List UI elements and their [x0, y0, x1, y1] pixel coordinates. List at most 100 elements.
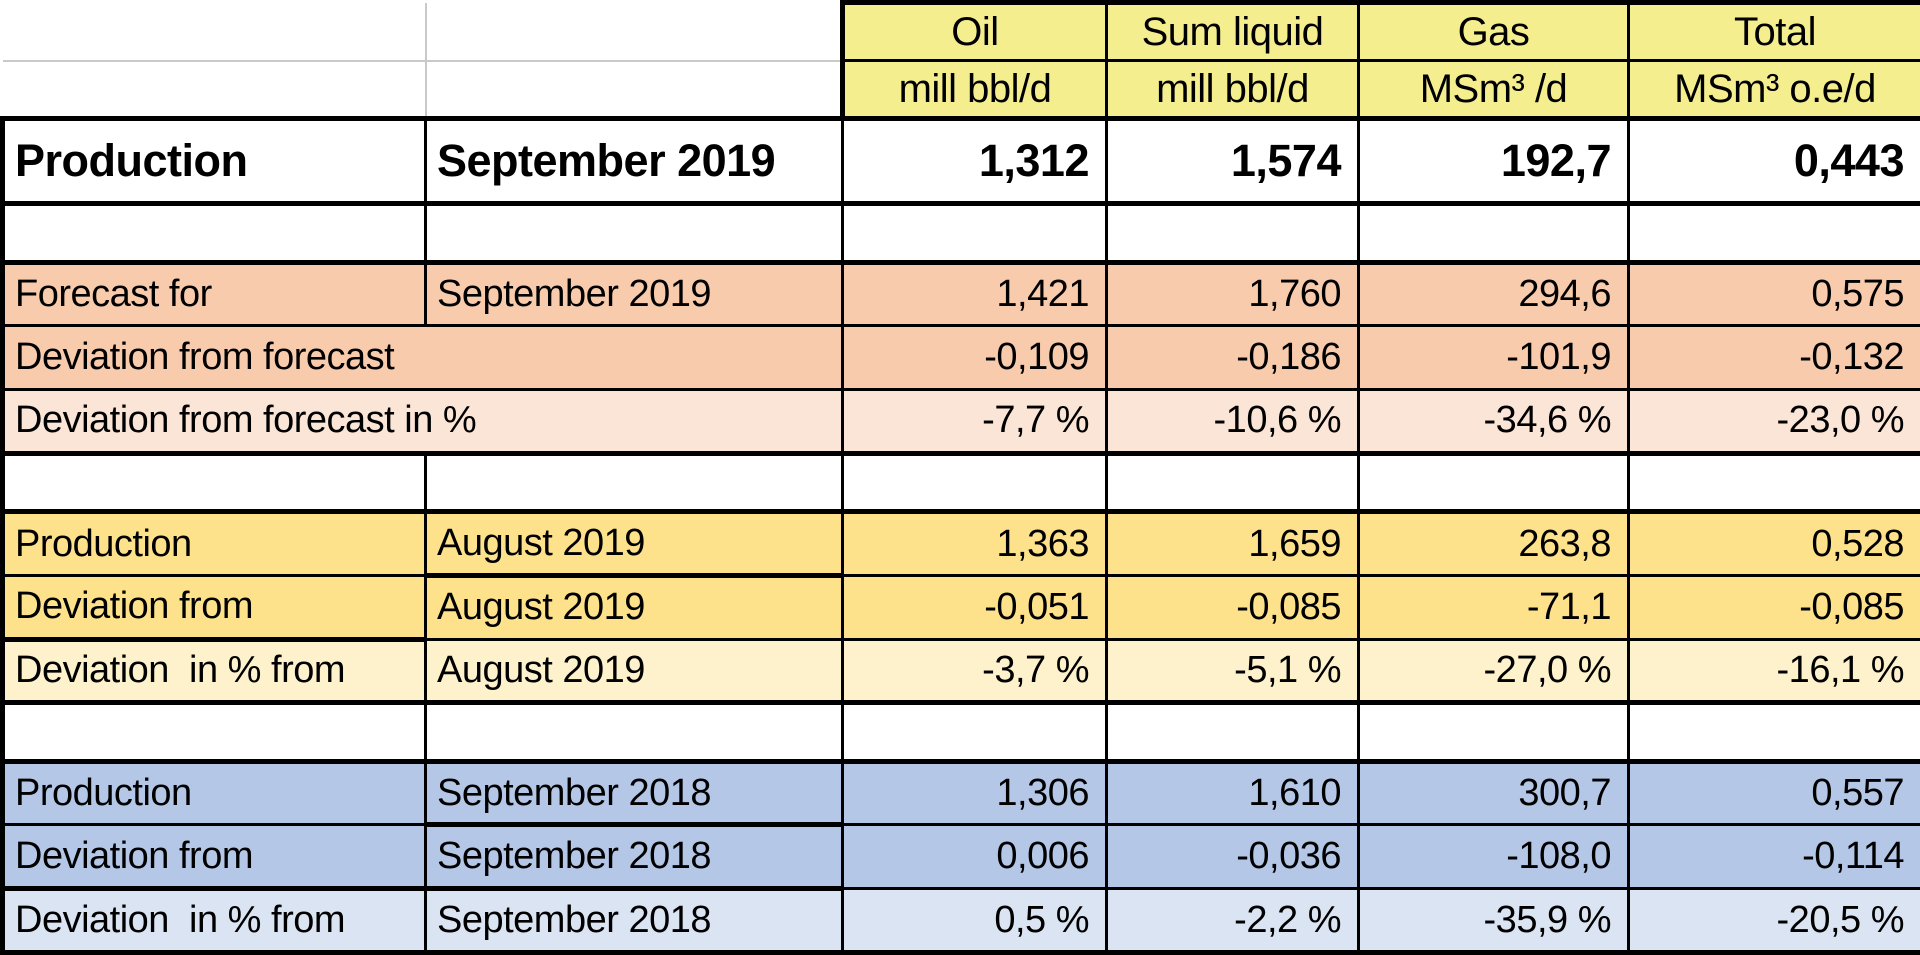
header-cell-sum-liquid: Sum liquid — [1105, 0, 1360, 62]
cell-value: 300,7 — [1357, 758, 1630, 827]
cell-value: 1,659 — [1105, 509, 1360, 577]
spacer-cell — [0, 701, 427, 763]
cell-value: -27,0 % — [1357, 637, 1630, 706]
cell-value: -0,132 — [1627, 324, 1920, 391]
cell-value: 0,443 — [1627, 116, 1920, 206]
cell-row-label: Deviation in % from — [0, 637, 427, 706]
cell-month: August 2019 — [424, 573, 844, 641]
cell-row-label: Production — [0, 509, 427, 577]
cell-value: -0,085 — [1105, 573, 1360, 641]
cell-month: September 2018 — [424, 887, 844, 955]
cell-value: -10,6 % — [1105, 387, 1360, 456]
header-empty-cell — [424, 2, 844, 62]
cell-value: 1,574 — [1105, 116, 1360, 206]
cell-value: 0,006 — [841, 823, 1108, 891]
cell-value: -108,0 — [1357, 823, 1630, 891]
cell-value: -5,1 % — [1105, 637, 1360, 706]
header-cell-gas: Gas — [1357, 0, 1630, 62]
table-row-previous-year: Production September 2018 1,306 1,610 300,7 0… — [0, 758, 1920, 828]
cell-value: -0,186 — [1105, 324, 1360, 391]
cell-value: -2,2 % — [1105, 887, 1360, 955]
cell-row-label: Deviation from — [0, 823, 427, 892]
cell-value: -23,0 % — [1627, 387, 1920, 456]
table-row-spacer — [0, 451, 1920, 514]
table-header-row-titles: Oil Sum liquid Gas Total — [2, 0, 1920, 62]
cell-value: 0,528 — [1627, 509, 1920, 577]
spacer-cell — [424, 201, 844, 264]
spacer-cell — [424, 701, 844, 763]
header-cell-total: Total — [1627, 0, 1920, 62]
spacer-cell — [1627, 201, 1920, 264]
spacer-cell — [1105, 451, 1360, 514]
cell-value: 294,6 — [1357, 259, 1630, 328]
spacer-cell — [841, 451, 1108, 514]
cell-row-label: Production — [0, 758, 427, 827]
cell-value: -0,109 — [841, 324, 1108, 391]
table-row-forecast: Deviation from forecast -0,109 -0,186 -101,… — [0, 324, 1920, 391]
cell-value: -35,9 % — [1357, 887, 1630, 955]
cell-month: August 2019 — [424, 509, 844, 578]
header-cell-oil: Oil — [840, 0, 1108, 62]
cell-month: September 2019 — [424, 259, 844, 328]
cell-value: -7,7 % — [841, 387, 1108, 456]
cell-month: August 2019 — [424, 637, 844, 706]
header-unit-gas: MSm³ /d — [1357, 59, 1630, 121]
cell-value: 0,575 — [1627, 259, 1920, 328]
cell-value: 263,8 — [1357, 509, 1630, 577]
cell-value: -16,1 % — [1627, 637, 1920, 706]
cell-month: September 2019 — [424, 116, 844, 206]
spacer-cell — [0, 201, 427, 264]
cell-value: 1,421 — [841, 259, 1108, 328]
cell-value: -0,051 — [841, 573, 1108, 641]
header-empty-cell — [2, 59, 427, 120]
cell-month: September 2018 — [424, 758, 844, 828]
spacer-cell — [1627, 701, 1920, 763]
table-row-spacer — [0, 701, 1920, 763]
header-unit-total: MSm³ o.e/d — [1627, 59, 1920, 121]
cell-row-label: Deviation in % from — [0, 887, 427, 955]
cell-row-label: Deviation from forecast — [0, 324, 844, 391]
cell-value: -71,1 — [1357, 573, 1630, 641]
spacer-cell — [1105, 201, 1360, 264]
cell-value: -0,114 — [1627, 823, 1920, 891]
table-header-row-units: mill bbl/d mill bbl/d MSm³ /d MSm³ o.e/d — [2, 59, 1920, 121]
table-row-previous-year: Deviation from September 2018 0,006 -0,036-… — [0, 823, 1920, 892]
cell-value: -0,085 — [1627, 573, 1920, 641]
spacer-cell — [1357, 701, 1630, 763]
spacer-cell — [1357, 201, 1630, 264]
cell-value: -34,6 % — [1357, 387, 1630, 456]
spacer-cell — [841, 201, 1108, 264]
cell-value: 1,312 — [841, 116, 1108, 206]
table-row-forecast: Forecast for September 2019 1,421 1,760 294,… — [0, 259, 1920, 328]
cell-value: 0,557 — [1627, 758, 1920, 827]
table-row-august: Deviation from August 2019 -0,051 -0,085 -71… — [0, 573, 1920, 642]
spacer-cell — [1627, 451, 1920, 514]
table-row-august-light: Deviation in % from August 2019 -3,7 % -5,1… — [0, 637, 1920, 706]
spacer-cell — [0, 451, 427, 514]
cell-value: -0,036 — [1105, 823, 1360, 891]
spacer-cell — [841, 701, 1108, 763]
table-row-forecast-light: Deviation from forecast in % -7,7 % -10,6 … — [0, 387, 1920, 456]
cell-row-label: Production — [0, 116, 427, 206]
cell-value: -101,9 — [1357, 324, 1630, 391]
cell-value: -20,5 % — [1627, 887, 1920, 955]
cell-value: 1,363 — [841, 509, 1108, 577]
header-empty-cell — [2, 2, 427, 62]
cell-value: 192,7 — [1357, 116, 1630, 206]
table-row-main: Production September 2019 1,312 1,574 192,7 0… — [0, 116, 1920, 206]
table-row-previous-year-light: Deviation in % from September 2018 0,5 % -2… — [0, 887, 1920, 955]
cell-value: 0,5 % — [841, 887, 1108, 955]
spacer-cell — [1105, 701, 1360, 763]
table-body: Production September 2019 1,312 1,574 192,7 0… — [0, 116, 1920, 955]
cell-row-label: Deviation from forecast in % — [0, 387, 844, 456]
header-unit-oil: mill bbl/d — [840, 59, 1108, 121]
spacer-cell — [1357, 451, 1630, 514]
table-row-august: Production August 2019 1,363 1,659 263,8 0,52… — [0, 509, 1920, 578]
table-row-spacer — [0, 201, 1920, 264]
cell-value: 1,306 — [841, 758, 1108, 827]
cell-value: -3,7 % — [841, 637, 1108, 706]
cell-month: September 2018 — [424, 823, 844, 892]
cell-row-label: Forecast for — [0, 259, 427, 328]
cell-value: 1,760 — [1105, 259, 1360, 328]
